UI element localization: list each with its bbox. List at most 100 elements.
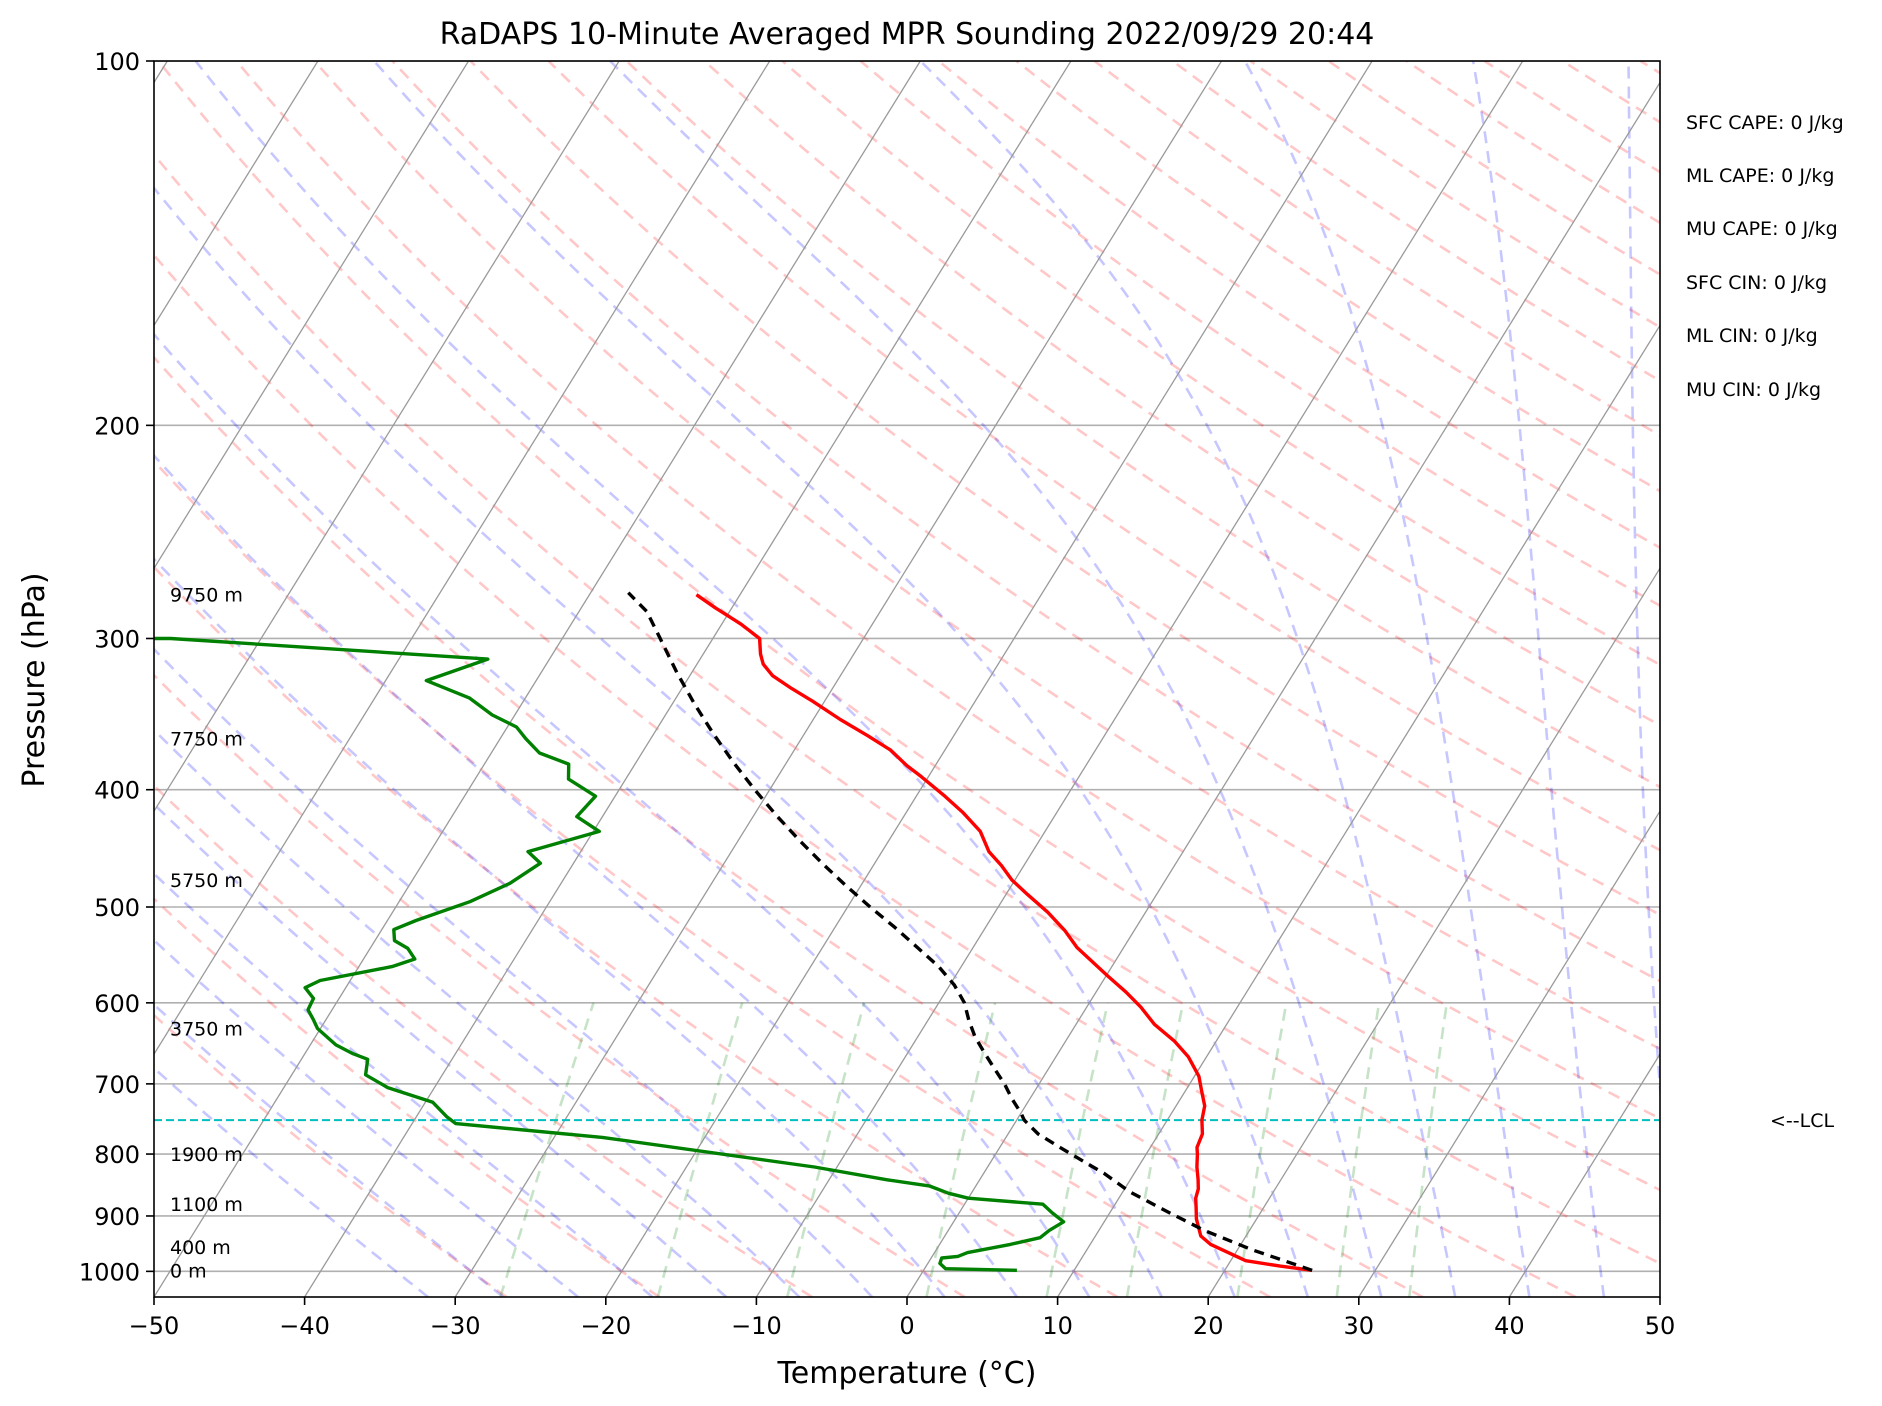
y-tick-label: 900 bbox=[94, 1203, 140, 1231]
isotherm bbox=[906, 81, 1660, 1297]
x-tick-label: −50 bbox=[129, 1312, 180, 1340]
x-tick-label: 0 bbox=[899, 1312, 914, 1340]
y-tick-label: 800 bbox=[94, 1141, 140, 1169]
isotherms bbox=[0, 61, 1660, 1297]
isotherm bbox=[0, 61, 17, 1297]
mixing-ratio-line bbox=[1408, 1002, 1449, 1297]
dry-adiabat bbox=[154, 897, 661, 1297]
lcl-label: <--LCL bbox=[1770, 1110, 1834, 1132]
y-axis-label: Pressure (hPa) bbox=[17, 572, 52, 787]
moist-adiabat bbox=[154, 453, 1018, 1297]
ml-cape-stat: ML CAPE: 0 J/kg bbox=[1686, 165, 1834, 187]
dry-adiabat bbox=[154, 783, 813, 1297]
moist-adiabat bbox=[194, 61, 1236, 1297]
moist-adiabat bbox=[373, 61, 1310, 1297]
isotherm bbox=[605, 61, 1373, 1297]
x-tick-label: −30 bbox=[430, 1312, 481, 1340]
y-tick-label: 700 bbox=[94, 1071, 140, 1099]
isotherm bbox=[755, 61, 1524, 1297]
plot-background bbox=[154, 61, 1660, 1297]
y-tick-label: 600 bbox=[94, 990, 140, 1018]
height-label: 3750 m bbox=[170, 1019, 243, 1041]
isotherm bbox=[1358, 809, 1660, 1297]
ml-cin-stat: ML CIN: 0 J/kg bbox=[1686, 325, 1818, 347]
mixing-ratio-line bbox=[656, 1002, 744, 1297]
mixing-ratio-line bbox=[1335, 1002, 1381, 1297]
height-label: 1100 m bbox=[170, 1194, 243, 1216]
mixing-ratio-line bbox=[499, 1002, 595, 1297]
dry-adiabat bbox=[154, 459, 1271, 1297]
isotherm bbox=[1207, 567, 1660, 1297]
moist-adiabat bbox=[1243, 61, 1531, 1297]
height-label: 0 m bbox=[170, 1260, 207, 1282]
dewpoint-line bbox=[154, 636, 1066, 1272]
moist-adiabat bbox=[154, 728, 801, 1297]
moist-adiabat bbox=[154, 332, 1091, 1297]
isotherm bbox=[1057, 324, 1660, 1297]
mixing-ratio-line bbox=[925, 1002, 997, 1297]
dry-adiabat bbox=[1639, 61, 1660, 75]
x-tick-label: 30 bbox=[1344, 1312, 1375, 1340]
moist-adiabats bbox=[154, 61, 1660, 1297]
x-tick-label: −40 bbox=[279, 1312, 330, 1340]
y-tick-label: 100 bbox=[94, 48, 140, 76]
dry-adiabat bbox=[154, 152, 1660, 1265]
dry-adiabat bbox=[235, 61, 1660, 1120]
isotherm bbox=[154, 61, 921, 1297]
chart-title: RaDAPS 10-Minute Averaged MPR Sounding 2… bbox=[440, 17, 1375, 52]
isotherm bbox=[154, 61, 319, 327]
isotherm bbox=[304, 61, 1072, 1297]
y-tick-label: 200 bbox=[94, 412, 140, 440]
mixing-ratio-line bbox=[1236, 1002, 1288, 1297]
moist-adiabat bbox=[154, 185, 1163, 1297]
isotherm bbox=[454, 61, 1223, 1297]
height-label: 5750 m bbox=[170, 870, 243, 892]
isotherm bbox=[154, 61, 470, 570]
moist-adiabat bbox=[154, 647, 874, 1297]
dry-adiabat bbox=[781, 61, 1660, 667]
isotherm bbox=[1508, 1052, 1660, 1297]
pressure-gridlines bbox=[154, 61, 1660, 1273]
dry-adiabat bbox=[154, 355, 1424, 1297]
dry-adiabat bbox=[154, 253, 1577, 1297]
x-tick-label: 50 bbox=[1645, 1312, 1676, 1340]
dry-adiabat bbox=[154, 565, 1119, 1297]
height-label: 400 m bbox=[170, 1237, 231, 1259]
dry-adiabat bbox=[469, 61, 1660, 917]
moist-adiabat bbox=[609, 61, 1383, 1297]
x-axis-ticks: −50 −40 −30 −20 −10 0 10 20 30 40 50 bbox=[129, 1297, 1676, 1340]
x-tick-label: −10 bbox=[731, 1312, 782, 1340]
mu-cape-stat: MU CAPE: 0 J/kg bbox=[1686, 218, 1838, 240]
dry-adiabat bbox=[391, 61, 1660, 983]
dry-adiabat bbox=[154, 1013, 508, 1297]
x-tick-label: 20 bbox=[1193, 1312, 1224, 1340]
mixing-ratio-lines bbox=[499, 1002, 1449, 1297]
isotherm bbox=[154, 61, 771, 1056]
x-tick-label: −20 bbox=[580, 1312, 631, 1340]
moist-adiabat bbox=[154, 802, 728, 1297]
y-tick-label: 300 bbox=[94, 625, 140, 653]
isotherm bbox=[154, 61, 620, 813]
sfc-cin-stat: SFC CIN: 0 J/kg bbox=[1686, 272, 1827, 294]
y-tick-label: 400 bbox=[94, 777, 140, 805]
moist-adiabat bbox=[919, 61, 1457, 1297]
x-tick-label: 10 bbox=[1042, 1312, 1073, 1340]
height-label: 9750 m bbox=[170, 585, 243, 607]
dry-adiabats bbox=[154, 61, 1660, 1297]
dry-adiabat bbox=[703, 61, 1660, 727]
moist-adiabat bbox=[1471, 61, 1606, 1297]
mixing-ratio-line bbox=[1045, 1002, 1110, 1297]
y-tick-label: 500 bbox=[94, 894, 140, 922]
sfc-cape-stat: SFC CAPE: 0 J/kg bbox=[1686, 112, 1844, 134]
y-tick-label: 1000 bbox=[79, 1258, 140, 1286]
y-axis-ticks: 1000 900 800 700 600 500 400 300 200 100 bbox=[79, 48, 154, 1286]
mixing-ratio-line bbox=[785, 1002, 866, 1297]
x-axis-label: Temperature (°C) bbox=[777, 1356, 1037, 1391]
dry-adiabat bbox=[313, 61, 1660, 1051]
height-label: 1900 m bbox=[170, 1144, 243, 1166]
sounding-profiles bbox=[154, 591, 1313, 1272]
parcel-line bbox=[627, 591, 1313, 1272]
dry-adiabat bbox=[157, 61, 1660, 1192]
